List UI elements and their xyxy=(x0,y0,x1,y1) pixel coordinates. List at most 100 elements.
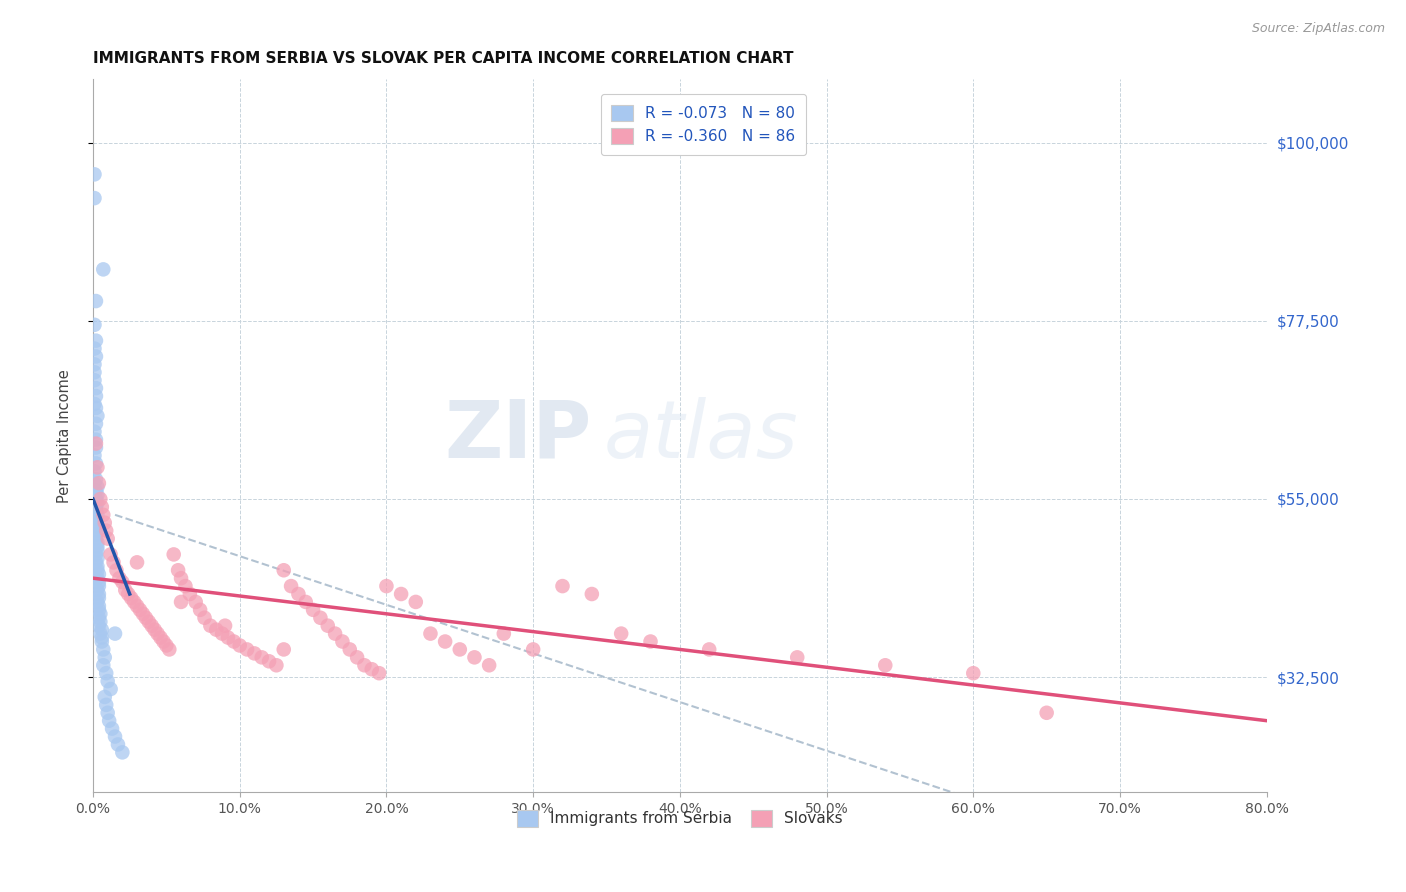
Point xyxy=(97,532,120,546)
Point xyxy=(84,491,107,506)
Point xyxy=(492,626,515,640)
Point xyxy=(375,579,398,593)
Point xyxy=(287,587,309,601)
Point xyxy=(83,358,105,372)
Point xyxy=(96,698,118,712)
Point xyxy=(125,555,148,569)
Point xyxy=(243,647,266,661)
Point xyxy=(84,381,107,395)
Point xyxy=(86,535,108,549)
Point xyxy=(84,436,107,450)
Point xyxy=(405,595,427,609)
Point xyxy=(97,674,120,689)
Point xyxy=(104,626,127,640)
Point xyxy=(104,730,127,744)
Point xyxy=(86,460,108,475)
Point xyxy=(786,650,808,665)
Point xyxy=(138,615,160,629)
Point xyxy=(87,476,110,491)
Point xyxy=(581,587,603,601)
Point xyxy=(316,618,339,632)
Point xyxy=(353,658,375,673)
Point xyxy=(84,401,107,415)
Point xyxy=(155,639,177,653)
Point xyxy=(86,540,108,554)
Point xyxy=(170,571,193,585)
Point xyxy=(120,591,142,605)
Point xyxy=(146,626,169,640)
Point xyxy=(84,417,107,431)
Point xyxy=(84,500,107,514)
Point xyxy=(141,618,163,632)
Point xyxy=(360,662,382,676)
Point xyxy=(84,527,107,541)
Point xyxy=(84,555,107,569)
Point xyxy=(86,496,108,510)
Point xyxy=(94,650,117,665)
Point xyxy=(90,623,112,637)
Point xyxy=(149,631,172,645)
Point xyxy=(86,508,108,522)
Point xyxy=(84,441,107,455)
Point xyxy=(108,571,131,585)
Point xyxy=(174,579,197,593)
Point xyxy=(179,587,201,601)
Point xyxy=(875,658,897,673)
Point xyxy=(83,397,105,411)
Point xyxy=(250,650,273,665)
Point xyxy=(280,579,302,593)
Point xyxy=(697,642,720,657)
Point xyxy=(222,634,245,648)
Point xyxy=(346,650,368,665)
Point xyxy=(89,607,111,621)
Point xyxy=(111,745,134,759)
Point xyxy=(257,654,280,668)
Point xyxy=(91,262,114,277)
Point xyxy=(83,464,105,478)
Point xyxy=(152,634,174,648)
Point xyxy=(91,508,114,522)
Point xyxy=(962,666,984,681)
Point xyxy=(478,658,501,673)
Point xyxy=(83,191,105,205)
Point xyxy=(83,476,105,491)
Point xyxy=(84,433,107,447)
Point xyxy=(87,587,110,601)
Legend: Immigrants from Serbia, Slovaks: Immigrants from Serbia, Slovaks xyxy=(509,802,851,834)
Point xyxy=(89,615,111,629)
Point xyxy=(135,611,157,625)
Point xyxy=(97,706,120,720)
Point xyxy=(302,603,325,617)
Point xyxy=(368,666,391,681)
Point xyxy=(84,484,107,499)
Point xyxy=(294,595,316,609)
Point xyxy=(132,607,155,621)
Point xyxy=(214,618,236,632)
Point xyxy=(86,519,108,533)
Point xyxy=(98,714,121,728)
Point xyxy=(101,722,124,736)
Point xyxy=(83,373,105,387)
Text: ZIP: ZIP xyxy=(444,397,592,475)
Point xyxy=(111,575,134,590)
Point xyxy=(84,472,107,486)
Point xyxy=(419,626,441,640)
Point xyxy=(125,599,148,613)
Point xyxy=(86,582,108,597)
Point xyxy=(114,582,136,597)
Point xyxy=(522,642,544,657)
Point xyxy=(217,631,239,645)
Point xyxy=(89,626,111,640)
Y-axis label: Per Capita Income: Per Capita Income xyxy=(58,368,72,502)
Point xyxy=(100,681,122,696)
Point xyxy=(640,634,662,648)
Point xyxy=(117,587,139,601)
Point xyxy=(339,642,361,657)
Point xyxy=(100,548,122,562)
Point xyxy=(84,456,107,470)
Point xyxy=(273,642,295,657)
Point xyxy=(143,623,166,637)
Point xyxy=(87,591,110,605)
Point xyxy=(449,642,471,657)
Point xyxy=(273,563,295,577)
